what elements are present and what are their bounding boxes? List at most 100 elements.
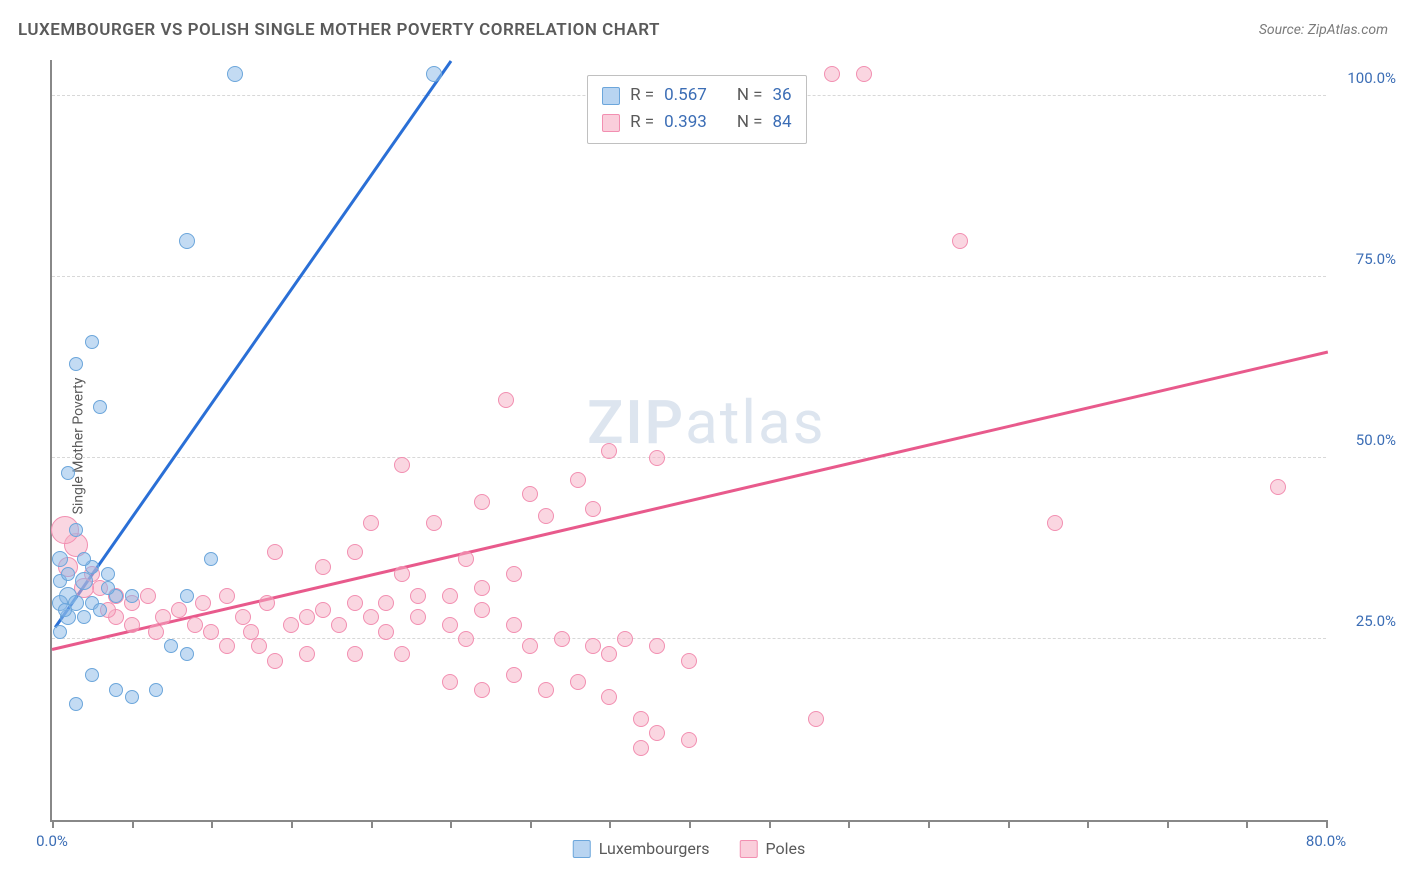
scatter-point-poles: [506, 566, 522, 582]
scatter-point-poles: [474, 682, 490, 698]
legend-label-lux: Luxembourgers: [599, 839, 710, 858]
scatter-point-luxembourgers: [58, 603, 72, 617]
scatter-point-poles: [315, 602, 331, 618]
scatter-point-poles: [363, 609, 379, 625]
scatter-point-poles: [378, 624, 394, 640]
scatter-point-luxembourgers: [180, 589, 194, 603]
scatter-point-poles: [585, 638, 601, 654]
scatter-point-luxembourgers: [180, 647, 194, 661]
y-tick-label: 25.0%: [1336, 612, 1396, 630]
x-tick: [52, 820, 54, 828]
scatter-point-poles: [243, 624, 259, 640]
scatter-point-poles: [554, 631, 570, 647]
legend-stat-row-poles: R =0.393N =84: [602, 109, 792, 136]
grid-line: [52, 457, 1326, 458]
scatter-point-poles: [649, 725, 665, 741]
scatter-point-poles: [331, 617, 347, 633]
grid-line: [52, 638, 1326, 639]
x-tick: [928, 820, 930, 828]
scatter-point-poles: [410, 609, 426, 625]
scatter-point-poles: [570, 674, 586, 690]
legend-label-poles: Poles: [766, 839, 806, 858]
x-tick: [848, 820, 850, 828]
scatter-point-poles: [426, 515, 442, 531]
scatter-point-luxembourgers: [109, 683, 123, 697]
x-tick: [689, 820, 691, 828]
swatch-blue-icon: [602, 87, 620, 105]
scatter-point-poles: [1270, 479, 1286, 495]
scatter-point-poles: [219, 588, 235, 604]
r-value: 0.393: [664, 109, 707, 136]
scatter-point-luxembourgers: [69, 697, 83, 711]
scatter-point-luxembourgers: [101, 581, 115, 595]
scatter-point-poles: [856, 66, 872, 82]
scatter-point-luxembourgers: [85, 335, 99, 349]
scatter-point-poles: [283, 617, 299, 633]
scatter-point-luxembourgers: [125, 589, 139, 603]
x-tick: [211, 820, 213, 828]
scatter-point-luxembourgers: [61, 567, 75, 581]
scatter-point-poles: [633, 711, 649, 727]
scatter-point-poles: [203, 624, 219, 640]
scatter-point-poles: [808, 711, 824, 727]
x-tick: [1008, 820, 1010, 828]
scatter-point-poles: [442, 617, 458, 633]
scatter-point-luxembourgers: [204, 552, 218, 566]
scatter-point-poles: [570, 472, 586, 488]
scatter-point-luxembourgers: [93, 400, 107, 414]
x-tick: [1246, 820, 1248, 828]
scatter-point-poles: [649, 638, 665, 654]
scatter-point-luxembourgers: [75, 572, 93, 590]
scatter-point-luxembourgers: [85, 668, 99, 682]
scatter-point-poles: [195, 595, 211, 611]
scatter-point-poles: [952, 233, 968, 249]
scatter-point-poles: [171, 602, 187, 618]
x-tick: [291, 820, 293, 828]
r-label: R =: [630, 109, 654, 136]
scatter-point-luxembourgers: [125, 690, 139, 704]
scatter-point-luxembourgers: [179, 233, 195, 249]
scatter-point-poles: [498, 392, 514, 408]
scatter-point-poles: [347, 544, 363, 560]
x-tick: [769, 820, 771, 828]
scatter-point-poles: [474, 494, 490, 510]
x-tick: [1087, 820, 1089, 828]
scatter-point-poles: [259, 595, 275, 611]
scatter-point-poles: [267, 544, 283, 560]
scatter-point-poles: [601, 689, 617, 705]
scatter-point-poles: [394, 566, 410, 582]
x-tick: [1326, 820, 1328, 828]
n-label: N =: [737, 82, 763, 109]
scatter-point-poles: [458, 551, 474, 567]
scatter-point-poles: [442, 674, 458, 690]
scatter-point-luxembourgers: [69, 357, 83, 371]
x-tick: [450, 820, 452, 828]
scatter-point-poles: [824, 66, 840, 82]
scatter-point-poles: [633, 740, 649, 756]
scatter-point-poles: [124, 617, 140, 633]
scatter-point-poles: [522, 486, 538, 502]
legend-bottom: Luxembourgers Poles: [573, 839, 806, 858]
legend-stat-row-luxembourgers: R =0.567N =36: [602, 82, 792, 109]
x-tick-label: 80.0%: [1306, 832, 1346, 850]
swatch-pink-icon: [602, 114, 620, 132]
scatter-point-poles: [474, 580, 490, 596]
scatter-point-poles: [601, 646, 617, 662]
scatter-point-poles: [363, 515, 379, 531]
scatter-point-poles: [347, 595, 363, 611]
trend-line-poles: [52, 350, 1329, 650]
scatter-point-poles: [267, 653, 283, 669]
scatter-point-luxembourgers: [61, 466, 75, 480]
x-tick: [609, 820, 611, 828]
y-tick-label: 50.0%: [1336, 431, 1396, 449]
scatter-point-luxembourgers: [69, 523, 83, 537]
x-tick: [1167, 820, 1169, 828]
scatter-point-poles: [538, 508, 554, 524]
scatter-point-poles: [299, 646, 315, 662]
watermark: ZIPatlas: [587, 387, 826, 458]
trend-line-luxembourgers: [54, 61, 452, 628]
scatter-point-poles: [1047, 515, 1063, 531]
scatter-point-poles: [251, 638, 267, 654]
r-label: R =: [630, 82, 654, 109]
scatter-point-luxembourgers: [149, 683, 163, 697]
